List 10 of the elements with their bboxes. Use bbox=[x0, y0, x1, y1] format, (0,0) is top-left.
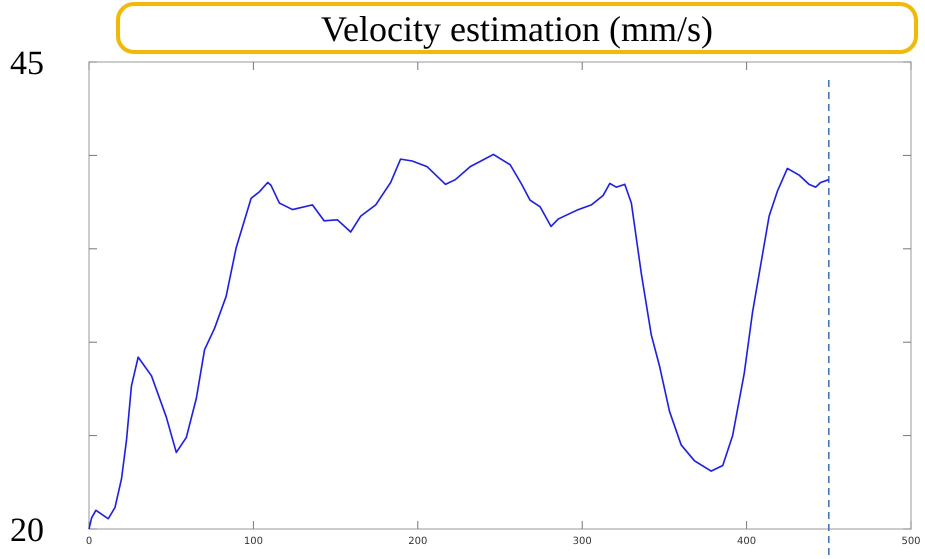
chart-title: Velocity estimation (mm/s) bbox=[321, 9, 713, 49]
line-series bbox=[88, 154, 830, 530]
y-tick-label: 45 bbox=[10, 44, 44, 82]
y-tick-label: 20 bbox=[10, 512, 44, 549]
x-tick-label: 300 bbox=[572, 536, 592, 547]
x-tick-label: 400 bbox=[737, 536, 756, 547]
x-tick-label: 200 bbox=[408, 536, 428, 547]
x-tick-label: 0 bbox=[86, 536, 92, 547]
x-tick-label: 500 bbox=[901, 536, 921, 547]
x-tick-label: 100 bbox=[244, 536, 263, 547]
